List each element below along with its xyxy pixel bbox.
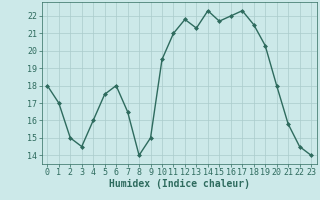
X-axis label: Humidex (Indice chaleur): Humidex (Indice chaleur) bbox=[109, 179, 250, 189]
